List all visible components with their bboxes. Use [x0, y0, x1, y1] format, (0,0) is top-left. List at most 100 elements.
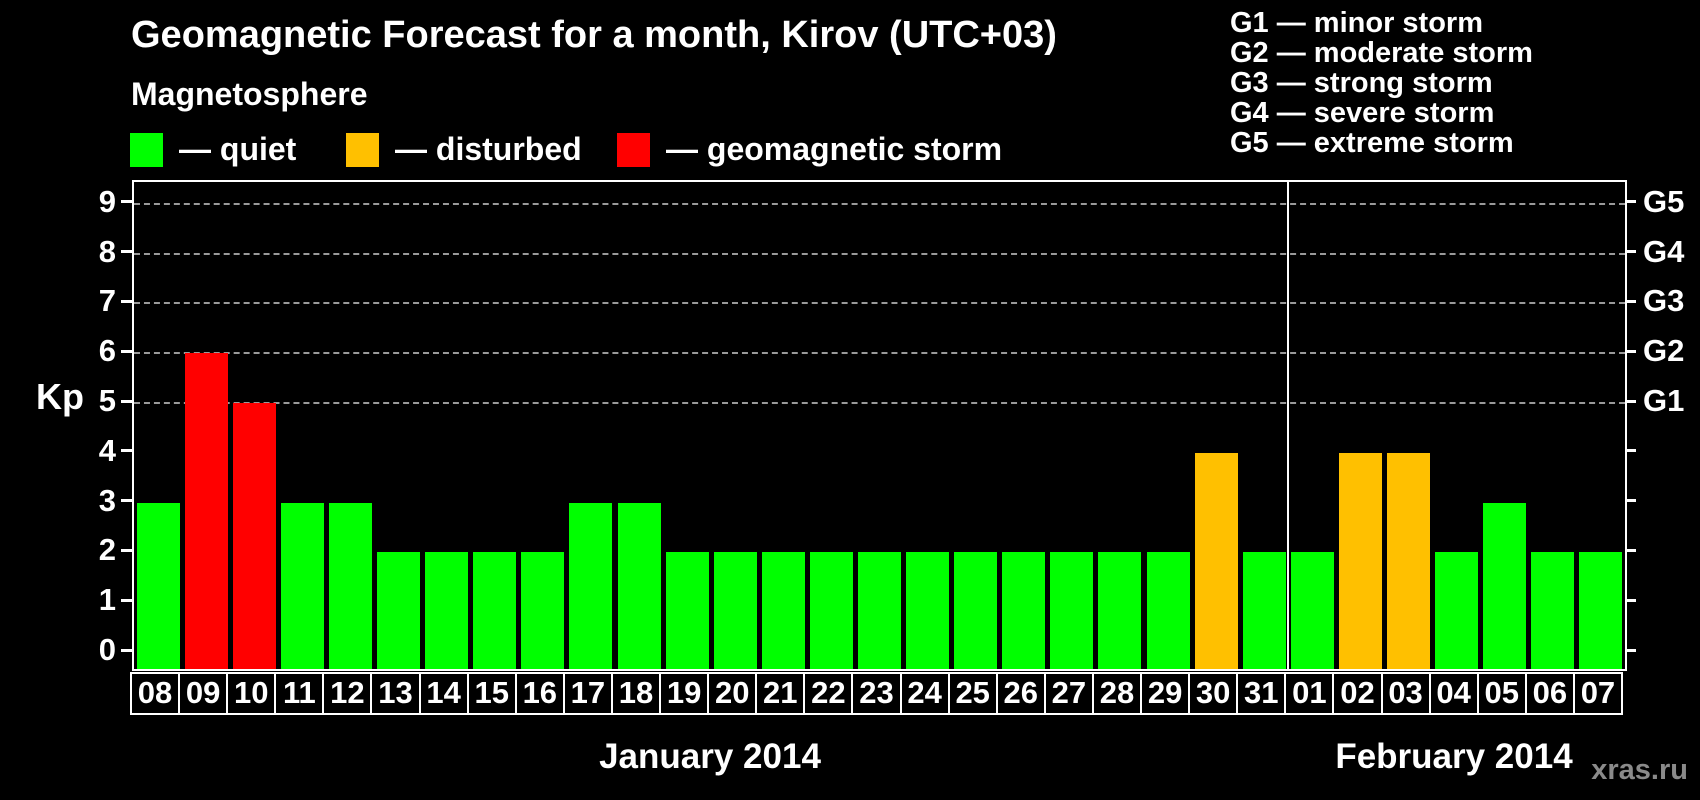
bar-day-26: [1002, 552, 1046, 669]
bar-day-01: [1290, 552, 1334, 669]
legend-heading: Magnetosphere: [131, 76, 368, 112]
legend-label-quiet: — quiet: [179, 131, 297, 167]
g-tick-label-g4: G4: [1643, 233, 1685, 269]
day-cell-jan-25: 25: [947, 672, 998, 715]
bar-day-12: [328, 502, 372, 669]
bar-day-17: [569, 502, 613, 669]
kp-tick-mark-right-9: [1625, 200, 1636, 204]
day-cell-jan-14: 14: [418, 672, 469, 715]
kp-tick-label-1: 1: [98, 582, 116, 618]
day-cell-feb-07: 07: [1572, 672, 1623, 715]
kp-tick-label-7: 7: [98, 283, 116, 319]
bar-day-29: [1146, 552, 1190, 669]
day-cell-jan-11: 11: [274, 672, 325, 715]
bar-day-23: [858, 552, 901, 669]
kp-tick-mark-left-9: [121, 200, 132, 204]
g-scale-line-g3: G3 — strong storm: [1230, 67, 1493, 99]
bar-day-27: [1050, 552, 1094, 669]
day-cell-jan-31: 31: [1236, 672, 1287, 715]
day-cell-jan-13: 13: [370, 672, 421, 715]
g-tick-label-g5: G5: [1643, 183, 1685, 219]
day-cell-jan-19: 19: [659, 672, 710, 715]
day-cell-jan-22: 22: [803, 672, 854, 715]
kp-tick-label-3: 3: [98, 482, 116, 518]
kp-tick-mark-left-6: [121, 349, 132, 353]
bar-day-08: [136, 502, 180, 669]
day-cell-jan-26: 26: [995, 672, 1046, 715]
day-cell-jan-09: 09: [178, 672, 229, 715]
kp-tick-mark-right-1: [1625, 598, 1636, 602]
storm-swatch-icon: [617, 132, 650, 167]
day-cell-jan-23: 23: [851, 672, 902, 715]
kp-tick-mark-right-5: [1625, 399, 1636, 403]
bar-day-13: [377, 552, 421, 669]
kp-tick-label-2: 2: [98, 532, 116, 568]
day-cell-jan-21: 21: [755, 672, 806, 715]
kp-tick-mark-right-8: [1625, 250, 1636, 254]
grid-line-kp9: [134, 202, 1625, 205]
bar-day-05: [1483, 502, 1527, 669]
bar-day-14: [425, 552, 469, 669]
kp-tick-label-0: 0: [98, 632, 116, 667]
kp-tick-mark-right-2: [1625, 548, 1636, 552]
legend-item-storm: — geomagnetic storm: [617, 131, 1002, 168]
bar-day-30: [1194, 452, 1238, 669]
day-cell-feb-02: 02: [1332, 672, 1383, 715]
kp-tick-label-9: 9: [98, 183, 116, 219]
g-tick-label-g1: G1: [1643, 383, 1685, 418]
kp-tick-mark-left-1: [121, 598, 132, 602]
quiet-swatch-icon: [130, 132, 163, 167]
kp-tick-label-5: 5: [98, 383, 116, 418]
day-cell-jan-24: 24: [899, 672, 950, 715]
bar-day-18: [617, 502, 661, 669]
bar-day-07: [1579, 552, 1623, 669]
month-separator-line: [1287, 182, 1290, 669]
kp-tick-label-4: 4: [98, 432, 116, 468]
bar-day-04: [1435, 552, 1479, 669]
g-scale-legend: G1 — minor storm G2 — moderate storm G3 …: [1230, 8, 1533, 158]
day-cell-feb-06: 06: [1524, 672, 1575, 715]
day-cell-jan-29: 29: [1140, 672, 1191, 715]
disturbed-swatch-icon: [346, 132, 379, 167]
day-cell-jan-28: 28: [1091, 672, 1143, 715]
bar-day-15: [473, 552, 517, 669]
bar-day-24: [906, 552, 950, 669]
kp-tick-label-6: 6: [98, 333, 116, 369]
g-scale-line-g4: G4 — severe storm: [1230, 97, 1495, 129]
day-cell-jan-08: 08: [130, 672, 181, 715]
day-cell-jan-20: 20: [707, 672, 758, 715]
day-cell-jan-27: 27: [1043, 672, 1094, 715]
kp-axis-label: Kp: [36, 376, 84, 417]
bar-day-11: [280, 502, 324, 669]
g-scale-line-g5: G5 — extreme storm: [1230, 127, 1514, 159]
grid-line-kp6: [134, 352, 1625, 355]
bar-day-28: [1098, 552, 1142, 669]
bar-day-06: [1531, 552, 1575, 669]
g-tick-label-g2: G2: [1643, 333, 1685, 369]
g-scale-line-g1: G1 — minor storm: [1230, 7, 1483, 39]
bar-day-25: [954, 552, 998, 669]
day-cell-jan-15: 15: [466, 672, 517, 715]
legend-label-disturbed: — disturbed: [395, 131, 582, 167]
bar-day-20: [713, 552, 757, 669]
day-cell-feb-03: 03: [1380, 672, 1431, 715]
legend-item-disturbed: — disturbed: [346, 131, 582, 168]
day-cell-feb-05: 05: [1476, 672, 1527, 715]
kp-tick-mark-right-7: [1625, 299, 1636, 303]
bar-day-10: [232, 403, 276, 669]
kp-tick-mark-right-4: [1625, 449, 1636, 453]
kp-tick-mark-left-8: [121, 250, 132, 254]
bar-day-09: [184, 353, 228, 669]
day-cell-jan-17: 17: [562, 672, 613, 715]
bar-day-31: [1242, 552, 1286, 669]
kp-tick-mark-left-4: [121, 449, 132, 453]
bar-day-02: [1338, 452, 1382, 669]
g-scale-line-g2: G2 — moderate storm: [1230, 37, 1533, 69]
kp-tick-mark-left-3: [121, 499, 132, 503]
kp-tick-mark-left-0: [121, 648, 132, 652]
grid-line-kp5: [134, 402, 1625, 404]
kp-tick-mark-left-2: [121, 548, 132, 552]
month-label-january: January 2014: [599, 737, 821, 776]
month-label-february: February 2014: [1335, 737, 1573, 776]
